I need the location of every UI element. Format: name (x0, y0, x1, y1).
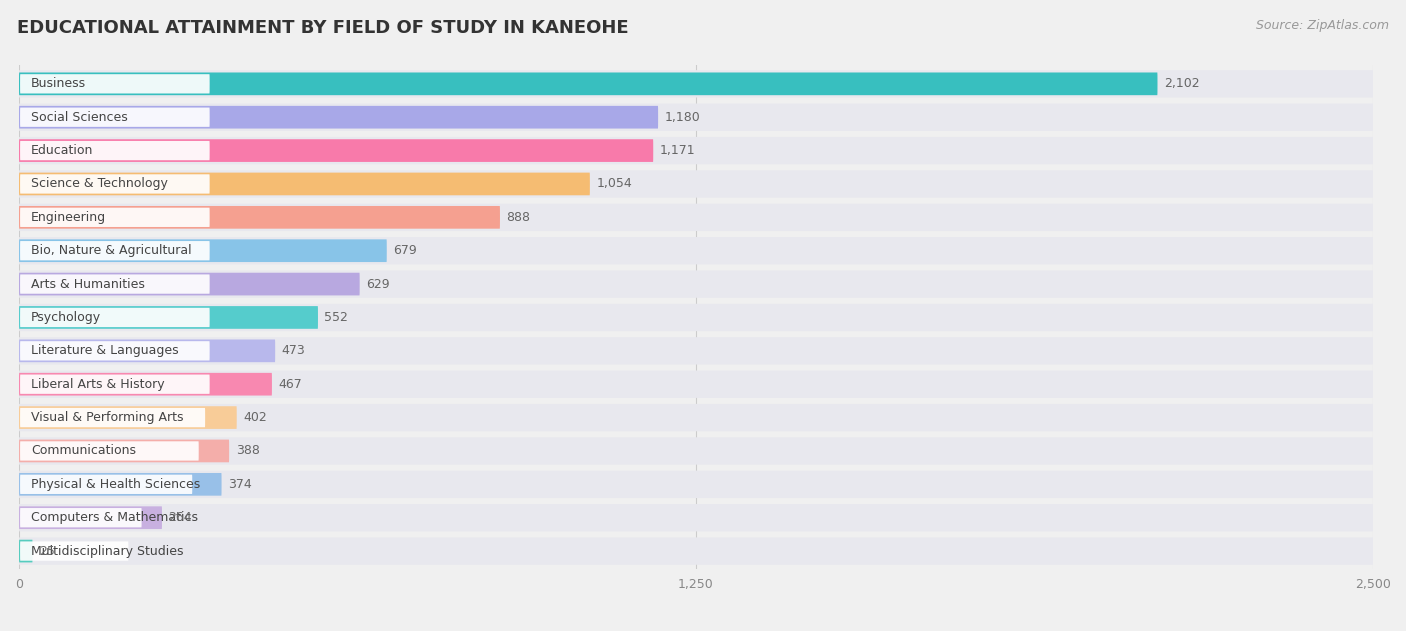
FancyBboxPatch shape (20, 404, 1374, 431)
FancyBboxPatch shape (20, 440, 229, 463)
FancyBboxPatch shape (20, 370, 1374, 398)
Text: Business: Business (31, 78, 86, 90)
FancyBboxPatch shape (20, 204, 1374, 231)
Text: 1,054: 1,054 (596, 177, 633, 191)
FancyBboxPatch shape (20, 471, 1374, 498)
FancyBboxPatch shape (20, 237, 1374, 264)
FancyBboxPatch shape (20, 274, 209, 293)
FancyBboxPatch shape (20, 174, 209, 194)
Text: EDUCATIONAL ATTAINMENT BY FIELD OF STUDY IN KANEOHE: EDUCATIONAL ATTAINMENT BY FIELD OF STUDY… (17, 19, 628, 37)
FancyBboxPatch shape (20, 540, 32, 562)
FancyBboxPatch shape (20, 504, 1374, 531)
Text: 552: 552 (325, 311, 349, 324)
Text: Literature & Languages: Literature & Languages (31, 345, 179, 357)
FancyBboxPatch shape (20, 106, 658, 129)
FancyBboxPatch shape (20, 341, 209, 360)
FancyBboxPatch shape (20, 441, 198, 461)
Text: 679: 679 (394, 244, 418, 257)
Text: 888: 888 (506, 211, 530, 224)
Text: Science & Technology: Science & Technology (31, 177, 167, 191)
Text: Communications: Communications (31, 444, 136, 457)
FancyBboxPatch shape (20, 538, 1374, 565)
FancyBboxPatch shape (20, 241, 209, 261)
FancyBboxPatch shape (20, 139, 654, 162)
FancyBboxPatch shape (20, 306, 318, 329)
FancyBboxPatch shape (20, 308, 209, 327)
FancyBboxPatch shape (20, 508, 142, 528)
FancyBboxPatch shape (20, 70, 1374, 98)
Text: Multidisciplinary Studies: Multidisciplinary Studies (31, 545, 183, 558)
Text: 374: 374 (228, 478, 252, 491)
FancyBboxPatch shape (20, 137, 1374, 164)
FancyBboxPatch shape (20, 304, 1374, 331)
Text: Education: Education (31, 144, 93, 157)
Text: 473: 473 (281, 345, 305, 357)
Text: Liberal Arts & History: Liberal Arts & History (31, 378, 165, 391)
FancyBboxPatch shape (20, 475, 193, 494)
Text: 2,102: 2,102 (1164, 78, 1199, 90)
FancyBboxPatch shape (20, 271, 1374, 298)
Text: Engineering: Engineering (31, 211, 105, 224)
FancyBboxPatch shape (20, 239, 387, 262)
FancyBboxPatch shape (20, 437, 1374, 464)
FancyBboxPatch shape (20, 375, 209, 394)
FancyBboxPatch shape (20, 506, 162, 529)
FancyBboxPatch shape (20, 73, 1157, 95)
FancyBboxPatch shape (20, 170, 1374, 198)
FancyBboxPatch shape (20, 141, 209, 160)
Text: Social Sciences: Social Sciences (31, 110, 128, 124)
FancyBboxPatch shape (20, 337, 1374, 365)
Text: 25: 25 (39, 545, 55, 558)
FancyBboxPatch shape (20, 373, 271, 396)
FancyBboxPatch shape (20, 74, 209, 93)
Text: 264: 264 (169, 511, 193, 524)
FancyBboxPatch shape (20, 273, 360, 295)
Text: Psychology: Psychology (31, 311, 101, 324)
FancyBboxPatch shape (20, 103, 1374, 131)
Text: Physical & Health Sciences: Physical & Health Sciences (31, 478, 200, 491)
Text: 1,171: 1,171 (659, 144, 696, 157)
Text: Source: ZipAtlas.com: Source: ZipAtlas.com (1256, 19, 1389, 32)
FancyBboxPatch shape (20, 408, 205, 427)
FancyBboxPatch shape (20, 339, 276, 362)
Text: 629: 629 (366, 278, 389, 291)
Text: Computers & Mathematics: Computers & Mathematics (31, 511, 198, 524)
FancyBboxPatch shape (20, 107, 209, 127)
Text: 467: 467 (278, 378, 302, 391)
FancyBboxPatch shape (20, 208, 209, 227)
FancyBboxPatch shape (20, 206, 501, 228)
Text: Arts & Humanities: Arts & Humanities (31, 278, 145, 291)
Text: 402: 402 (243, 411, 267, 424)
Text: Bio, Nature & Agricultural: Bio, Nature & Agricultural (31, 244, 191, 257)
FancyBboxPatch shape (20, 406, 236, 429)
FancyBboxPatch shape (20, 173, 591, 196)
Text: 388: 388 (236, 444, 260, 457)
Text: 1,180: 1,180 (665, 110, 700, 124)
FancyBboxPatch shape (20, 473, 222, 496)
Text: Visual & Performing Arts: Visual & Performing Arts (31, 411, 183, 424)
FancyBboxPatch shape (20, 541, 128, 561)
